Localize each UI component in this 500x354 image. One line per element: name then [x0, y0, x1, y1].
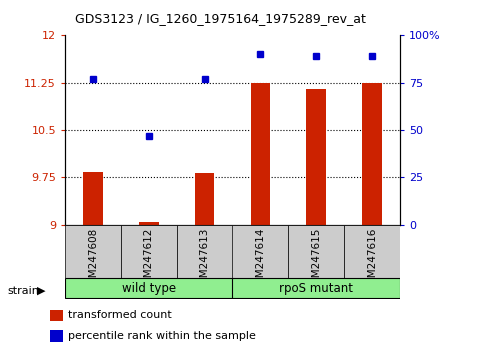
Text: transformed count: transformed count [68, 310, 171, 320]
Text: percentile rank within the sample: percentile rank within the sample [68, 331, 256, 341]
Text: GSM247614: GSM247614 [256, 227, 266, 291]
Text: wild type: wild type [122, 282, 176, 295]
Bar [121, 225, 176, 278]
Text: GSM247612: GSM247612 [144, 227, 154, 291]
Text: GSM247613: GSM247613 [200, 227, 209, 291]
Text: GSM247615: GSM247615 [311, 227, 321, 291]
Bar [83, 172, 102, 225]
Text: strain: strain [8, 286, 40, 296]
Bar [288, 225, 344, 278]
Bar [232, 225, 288, 278]
Bar [232, 278, 400, 298]
Bar [306, 89, 326, 225]
Text: rpoS mutant: rpoS mutant [279, 282, 353, 295]
Text: ▶: ▶ [37, 286, 46, 296]
Bar [362, 83, 382, 225]
Text: GSM247608: GSM247608 [88, 227, 98, 291]
Bar [65, 225, 121, 278]
Bar [65, 278, 232, 298]
Text: GSM247616: GSM247616 [367, 227, 377, 291]
Bar [195, 173, 214, 225]
Bar [250, 83, 270, 225]
Text: GDS3123 / IG_1260_1975164_1975289_rev_at: GDS3123 / IG_1260_1975164_1975289_rev_at [74, 12, 366, 25]
Bar [176, 225, 233, 278]
Bar [344, 225, 400, 278]
Bar [139, 222, 158, 225]
